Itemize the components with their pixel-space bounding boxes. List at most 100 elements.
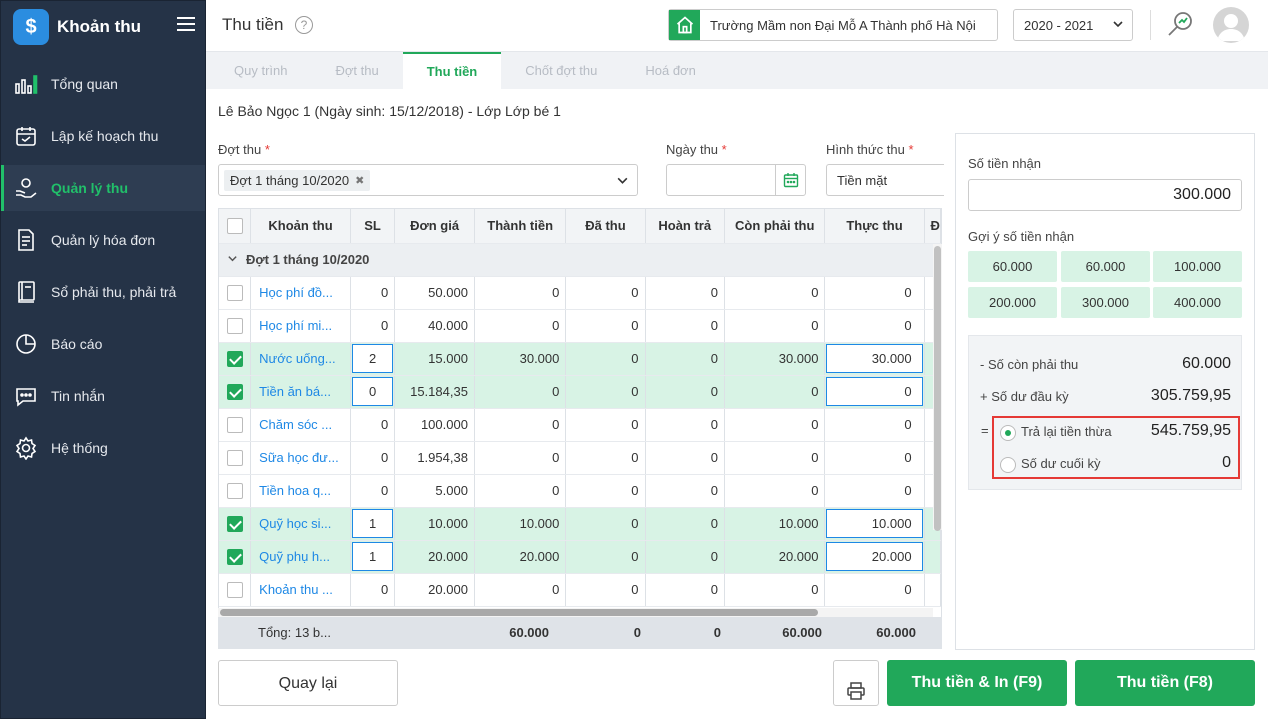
school-selector[interactable]: Trường Mầm non Đại Mỗ A Thành phố Hà Nội	[668, 9, 998, 41]
table-horizontal-scrollbar[interactable]	[218, 608, 933, 617]
sidebar-item-lap-ke-hoach-thu[interactable]: Lập kế hoạch thu	[1, 113, 205, 159]
fee-name-link[interactable]: Học phí mi...	[250, 309, 351, 343]
group-row[interactable]: Đợt 1 tháng 10/2020	[219, 243, 941, 277]
sidebar-item-quan-ly-thu[interactable]: Quản lý thu	[1, 165, 205, 211]
row-select-cell[interactable]	[219, 507, 252, 541]
row-select-cell[interactable]	[219, 309, 252, 343]
sl-input[interactable]: 0	[351, 377, 394, 406]
fee-name-link[interactable]: Quỹ phụ h...	[250, 540, 351, 574]
sidebar-item-he-thong[interactable]: Hệ thống	[1, 425, 205, 471]
hinh-thuc-thu-select[interactable]: Tiền mặt	[826, 164, 944, 196]
sidebar-item-tong-quan[interactable]: Tổng quan	[1, 61, 205, 107]
thuc-thu-input[interactable]: 0	[826, 377, 923, 406]
select-all-checkbox[interactable]	[226, 217, 243, 234]
help-icon[interactable]: ?	[295, 16, 313, 34]
search-analytics-icon[interactable]	[1166, 10, 1194, 38]
row-checkbox[interactable]	[226, 350, 243, 367]
school-year-select[interactable]: 2020 - 2021	[1013, 9, 1133, 41]
fee-name-link[interactable]: Nước uống...	[250, 342, 351, 376]
thu-tien-button[interactable]: Thu tiền (F8)	[1075, 660, 1255, 706]
ngay-thu-field[interactable]	[666, 164, 806, 196]
sl-input[interactable]: 2	[351, 344, 394, 373]
row-select-cell[interactable]	[219, 375, 252, 409]
table-row[interactable]: Quỹ học si... 1 10.000 10.000 0 0 10.000 10.000	[219, 507, 941, 541]
collapse-chevron-icon[interactable]	[227, 252, 238, 267]
table-row[interactable]: Nước uống... 2 15.000 30.000 0 0 30.000 30.000	[219, 342, 941, 376]
fee-name-link[interactable]: Chăm sóc ...	[250, 408, 351, 442]
row-select-cell[interactable]	[219, 276, 252, 310]
gear-icon	[13, 435, 39, 461]
student-info: Lê Bảo Ngọc 1 (Ngày sinh: 15/12/2018) - …	[218, 103, 561, 119]
tab-hoa-don[interactable]: Hoá đơn	[645, 63, 696, 78]
back-button[interactable]: Quay lại	[218, 660, 398, 706]
row-select-cell[interactable]	[219, 408, 252, 442]
con-phai-thu-cell: 0	[724, 408, 826, 442]
tab-chot-dot-thu[interactable]: Chốt đợt thu	[525, 63, 598, 78]
suggestion-button[interactable]: 60.000	[1061, 251, 1150, 282]
fee-name-link[interactable]: Tiền hoa q...	[250, 474, 351, 508]
suggestion-button[interactable]: 300.000	[1061, 287, 1150, 318]
fee-name-link[interactable]: Quỹ học si...	[250, 507, 351, 541]
row-checkbox[interactable]	[226, 581, 243, 598]
fee-name-link[interactable]: Học phí đồ...	[250, 276, 351, 310]
col-sl: SL	[350, 209, 396, 244]
select-all-header[interactable]	[219, 209, 252, 244]
suggestion-button[interactable]: 100.000	[1153, 251, 1242, 282]
fee-name-link[interactable]: Tiền ăn bá...	[250, 375, 351, 409]
row-checkbox[interactable]	[226, 449, 243, 466]
row-select-cell[interactable]	[219, 441, 252, 475]
bar-chart-icon	[13, 71, 39, 97]
row-checkbox[interactable]	[226, 284, 243, 301]
row-select-cell[interactable]	[219, 342, 252, 376]
table-row[interactable]: Học phí mi... 0 40.000 0 0 0 0 0	[219, 309, 941, 343]
table-row[interactable]: Tiền ăn bá... 0 15.184,35 0 0 0 0 0	[219, 375, 941, 409]
remove-chip-icon[interactable]: ✖	[355, 175, 365, 187]
row-checkbox[interactable]	[226, 317, 243, 334]
vertical-scroll-thumb[interactable]	[934, 246, 941, 531]
du-cuoi-ky-radio[interactable]	[1000, 457, 1016, 473]
row-checkbox[interactable]	[226, 383, 243, 400]
avatar[interactable]	[1213, 7, 1249, 43]
tab-dot-thu[interactable]: Đợt thu	[335, 63, 379, 78]
thu-tien-in-button[interactable]: Thu tiền & In (F9)	[887, 660, 1067, 706]
dot-thu-select[interactable]: Đợt 1 tháng 10/2020 ✖	[218, 164, 638, 196]
suggestion-button[interactable]: 400.000	[1153, 287, 1242, 318]
fee-name-link[interactable]: Khoản thu ...	[250, 573, 351, 607]
table-vertical-scrollbar[interactable]	[933, 244, 942, 531]
table-row[interactable]: Tiền hoa q... 0 5.000 0 0 0 0 0	[219, 474, 941, 508]
table-row[interactable]: Chăm sóc ... 0 100.000 0 0 0 0 0	[219, 408, 941, 442]
tab-quy-trinh[interactable]: Quy trình	[234, 63, 288, 78]
group-label: Đợt 1 tháng 10/2020	[246, 252, 370, 267]
row-checkbox[interactable]	[226, 515, 243, 532]
suggestion-button[interactable]: 60.000	[968, 251, 1057, 282]
sidebar-item-label: Lập kế hoạch thu	[51, 128, 159, 144]
sidebar-item-bao-cao[interactable]: Báo cáo	[1, 321, 205, 367]
table-row[interactable]: Sữa học đư... 0 1.954,38 0 0 0 0 0	[219, 441, 941, 475]
hamburger-menu-icon[interactable]	[177, 15, 195, 33]
sidebar-item-so-phai-thu-phai-tra[interactable]: Sổ phải thu, phải trả	[1, 269, 205, 315]
calendar-icon[interactable]	[775, 165, 805, 195]
row-checkbox[interactable]	[226, 548, 243, 565]
table-row[interactable]: Khoản thu ... 0 20.000 0 0 0 0 0	[219, 573, 941, 607]
sidebar-item-tin-nhan[interactable]: Tin nhắn	[1, 373, 205, 419]
horizontal-scroll-thumb[interactable]	[220, 609, 818, 616]
tab-thu-tien[interactable]: Thu tiền	[402, 52, 502, 89]
row-select-cell[interactable]	[219, 474, 252, 508]
tra-lai-radio[interactable]	[1000, 425, 1016, 441]
row-select-cell[interactable]	[219, 540, 252, 574]
fee-name-link[interactable]: Sữa học đư...	[250, 441, 351, 475]
table-row[interactable]: Học phí đồ... 0 50.000 0 0 0 0 0	[219, 276, 941, 310]
print-button[interactable]	[833, 660, 879, 706]
row-checkbox[interactable]	[226, 416, 243, 433]
suggestion-button[interactable]: 200.000	[968, 287, 1057, 318]
so-tien-nhan-input[interactable]: 300.000	[968, 179, 1242, 211]
sidebar-item-quan-ly-hoa-don[interactable]: Quản lý hóa đơn	[1, 217, 205, 263]
row-checkbox[interactable]	[226, 482, 243, 499]
thuc-thu-input[interactable]: 20.000	[826, 542, 923, 571]
sl-input[interactable]: 1	[351, 509, 394, 538]
row-select-cell[interactable]	[219, 573, 252, 607]
sl-input[interactable]: 1	[351, 542, 394, 571]
thuc-thu-input[interactable]: 10.000	[826, 509, 923, 538]
thuc-thu-input[interactable]: 30.000	[826, 344, 923, 373]
table-row[interactable]: Quỹ phụ h... 1 20.000 20.000 0 0 20.000 20.000	[219, 540, 941, 574]
